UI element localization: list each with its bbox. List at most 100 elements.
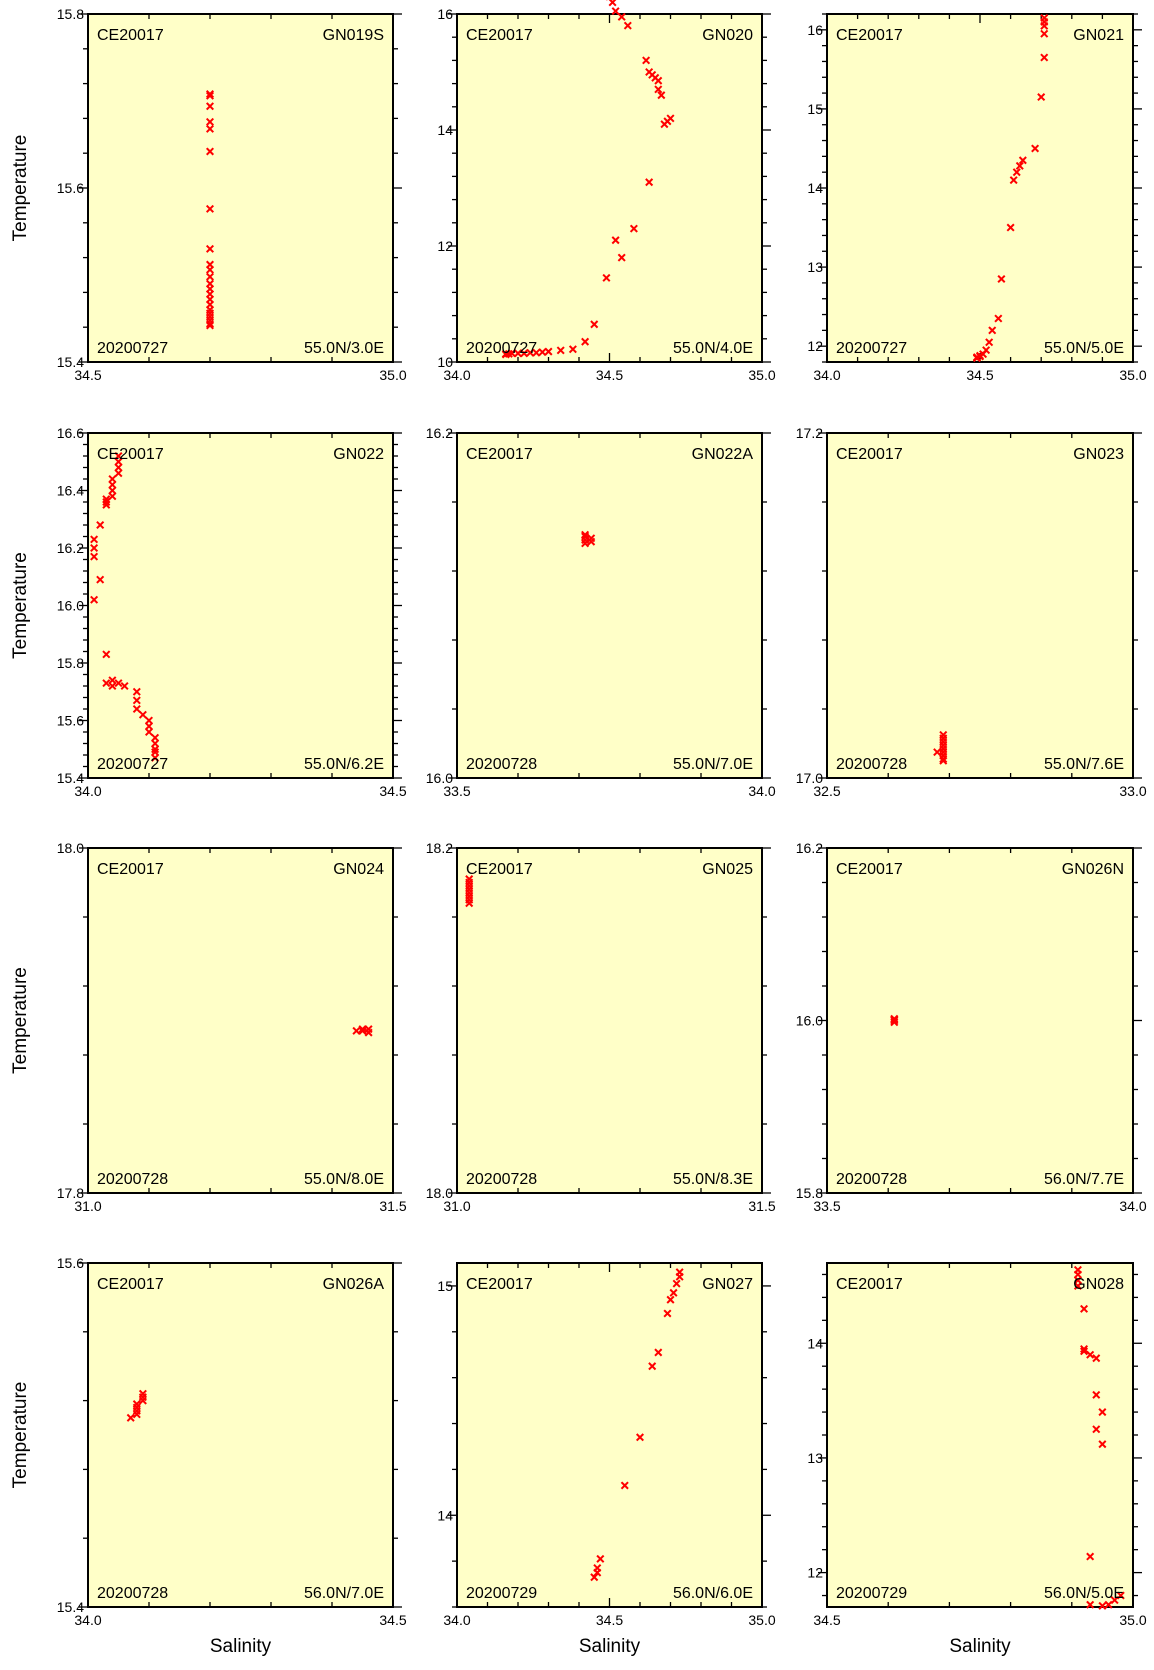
data-point [108, 486, 117, 495]
data-point [939, 756, 948, 765]
data-point [1073, 1276, 1082, 1285]
cruise-label: CE20017 [466, 27, 533, 44]
data-point [520, 349, 529, 358]
data-point [205, 295, 215, 304]
data-point [108, 474, 117, 484]
panel-gn022: 34.0 34.5 15.4 15.6 15.8 16.0 16.2 16.4 16.6 CE20… [10, 425, 407, 799]
data-point [648, 1362, 657, 1371]
data-points [581, 530, 596, 548]
x-tick-label: 34.5 [74, 367, 101, 383]
x-tick-label: 35.0 [748, 367, 775, 383]
data-point [90, 543, 99, 553]
x-tick-label: 34.5 [379, 1612, 406, 1628]
data-points [972, 13, 1049, 363]
y-tick-label: 17.2 [796, 425, 823, 441]
date-label: 20200728 [466, 756, 537, 773]
x-tick-label: 32.5 [813, 783, 840, 799]
data-point [1092, 1425, 1101, 1434]
data-point [205, 319, 215, 328]
data-point [1080, 1304, 1089, 1313]
data-point [1098, 1440, 1107, 1449]
data-point [205, 102, 215, 111]
data-point [102, 679, 111, 688]
data-point [675, 1272, 684, 1281]
date-label: 20200727 [836, 340, 907, 357]
x-tick-label: 34.0 [1119, 1198, 1146, 1214]
plot-area [87, 13, 394, 363]
data-point [102, 500, 111, 509]
cruise-label: CE20017 [97, 446, 164, 463]
y-tick-label: 15 [437, 1278, 453, 1294]
data-point [205, 300, 215, 309]
data-points [590, 1268, 684, 1582]
y-tick-label: 13 [807, 259, 823, 275]
data-point [581, 539, 590, 548]
data-point [132, 696, 141, 705]
data-point [90, 595, 99, 604]
data-point [666, 1295, 675, 1304]
position-label: 55.0N/7.0E [673, 756, 753, 773]
x-tick-label: 34.0 [443, 1612, 470, 1628]
data-point [352, 1026, 361, 1035]
data-point [1073, 1270, 1082, 1279]
y-tick-label: 16 [807, 22, 823, 38]
data-point [120, 681, 129, 691]
data-point [151, 748, 160, 757]
data-point [90, 552, 99, 561]
x-tick-label: 34.0 [74, 1612, 101, 1628]
x-tick-label: 34.0 [813, 367, 840, 383]
x-tick-label: 31.5 [379, 1198, 406, 1214]
plot-area [826, 847, 1134, 1194]
data-point [642, 56, 651, 65]
data-point [1040, 53, 1049, 62]
data-point [997, 274, 1006, 283]
data-point [138, 710, 147, 719]
station-label: GN024 [333, 861, 384, 878]
data-point [890, 1015, 899, 1024]
data-point [939, 755, 948, 764]
panel-gn022a: 33.5 34.0 16.0 16.2 CE20017 GN022A 20200728 55.… [426, 425, 776, 799]
plot-area [826, 432, 1134, 779]
data-point [501, 350, 510, 359]
data-point [590, 1573, 599, 1582]
data-point [1009, 176, 1018, 185]
x-axis-title: Salinity [210, 1636, 272, 1657]
date-label: 20200728 [836, 756, 907, 773]
panel-gn024: 31.0 31.5 17.8 18.0 CE20017 GN024 20200728 55.0… [10, 840, 407, 1214]
position-label: 55.0N/4.0E [673, 340, 753, 357]
station-label: GN023 [1073, 446, 1124, 463]
data-point [526, 348, 535, 357]
x-tick-label: 34.0 [748, 783, 775, 799]
x-tick-label: 33.0 [1119, 783, 1146, 799]
station-label: GN026N [1062, 861, 1124, 878]
y-tick-label: 17.8 [57, 1185, 84, 1201]
data-point [205, 279, 215, 288]
data-point [587, 537, 596, 546]
data-point [144, 727, 154, 737]
data-point [205, 117, 215, 126]
date-label: 20200729 [466, 1585, 537, 1602]
data-point [1110, 1596, 1119, 1605]
y-tick-label: 15.4 [57, 354, 84, 370]
data-point [608, 0, 617, 7]
data-point [1040, 29, 1049, 38]
data-point [654, 85, 663, 94]
x-tick-label: 31.0 [443, 1198, 470, 1214]
station-label: GN022A [692, 446, 754, 463]
date-label: 20200727 [466, 340, 537, 357]
x-axis-title: Salinity [949, 1636, 1011, 1657]
y-tick-label: 15.6 [57, 1255, 84, 1271]
data-point [205, 91, 215, 100]
data-point [126, 1413, 135, 1422]
date-label: 20200728 [97, 1171, 168, 1188]
x-tick-label: 31.5 [748, 1198, 775, 1214]
y-tick-label: 14 [437, 122, 453, 138]
data-point [1073, 1281, 1082, 1290]
y-tick-label: 13 [807, 1450, 823, 1466]
data-point [358, 1026, 367, 1035]
data-point [629, 224, 638, 233]
data-point [108, 676, 117, 685]
station-label: GN026A [323, 1276, 385, 1293]
plot-area [87, 847, 394, 1194]
